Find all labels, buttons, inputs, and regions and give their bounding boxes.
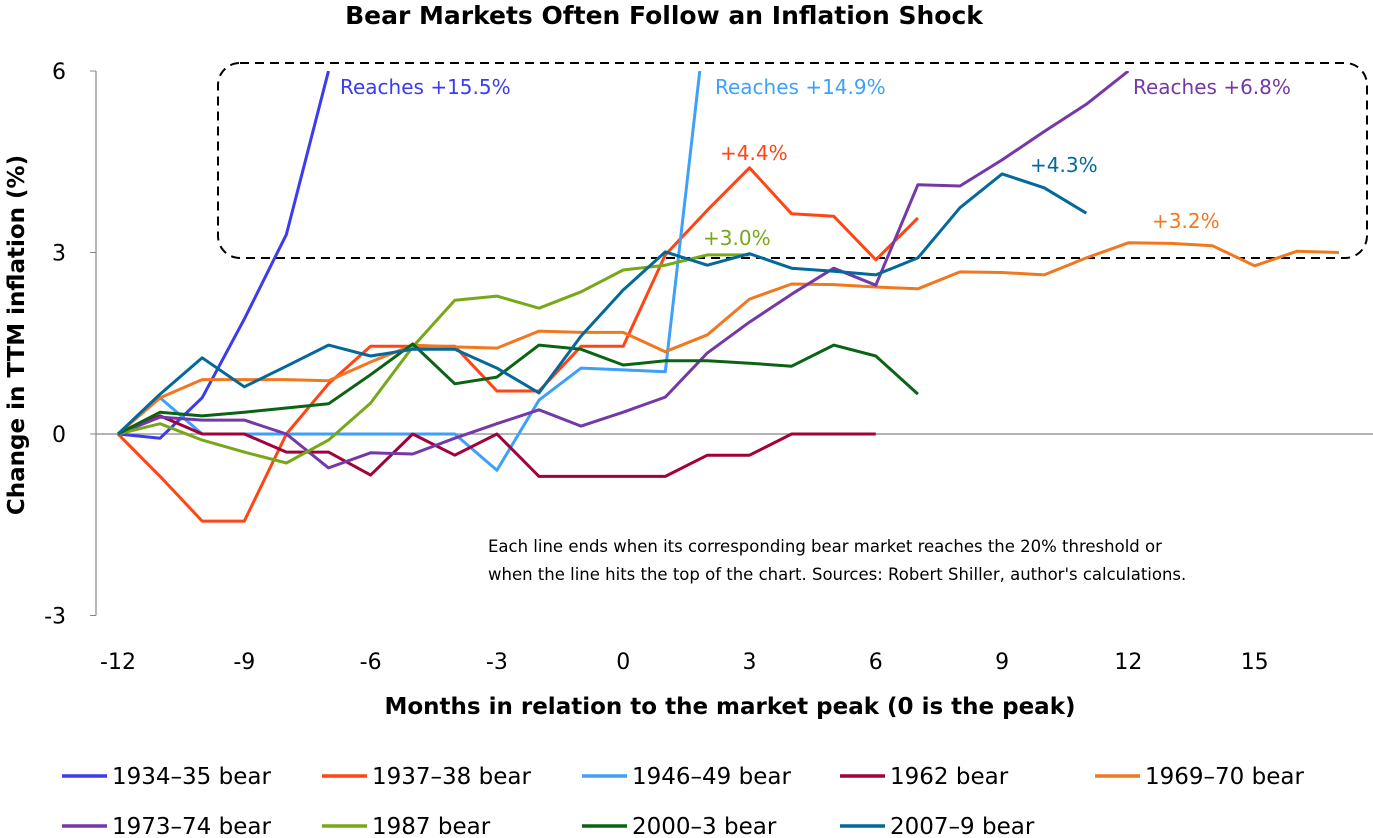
x-tick-label: -6	[360, 650, 382, 675]
legend-label: 1962 bear	[890, 764, 1009, 790]
annotation-label: +4.4%	[720, 141, 788, 165]
legend-label: 2007–9 bear	[890, 814, 1035, 838]
y-axis-label: Change in TTM inflation (%)	[4, 155, 30, 515]
x-tick-label: 12	[1114, 650, 1142, 675]
legend-item: 1946–49 bear	[582, 764, 791, 790]
legend-label: 1987 bear	[372, 814, 491, 838]
legend-label: 2000–3 bear	[632, 814, 777, 838]
x-tick-label: -9	[233, 650, 255, 675]
annotation-label: Reaches +15.5%	[340, 75, 511, 99]
x-axis-label: Months in relation to the market peak (0…	[384, 694, 1075, 720]
note-line-1: Each line ends when its corresponding be…	[488, 537, 1162, 556]
series-line-1987-bear	[117, 253, 750, 465]
legend-label: 1937–38 bear	[372, 764, 531, 790]
legend-item: 1937–38 bear	[322, 764, 531, 790]
x-tick-label: 9	[995, 650, 1009, 675]
series-line-2000-3-bear	[117, 342, 919, 436]
series-line-1973-74-bear	[117, 71, 1130, 470]
annotation-label: Reaches +14.9%	[715, 75, 886, 99]
series-line-1934-35-bear	[117, 71, 330, 440]
y-tick-label: 6	[52, 60, 66, 85]
y-tick-label: 3	[52, 242, 66, 267]
chart-title: Bear Markets Often Follow an Inflation S…	[345, 1, 984, 30]
note-line-2: when the line hits the top of the chart.…	[488, 565, 1186, 584]
legend-label: 1969–70 bear	[1145, 764, 1304, 790]
legend-label: 1973–74 bear	[112, 814, 271, 838]
y-tick-label: -3	[44, 605, 66, 630]
highlight-box	[217, 62, 1368, 259]
legend-item: 1962 bear	[840, 764, 1009, 790]
legend-label: 1934–35 bear	[112, 764, 271, 790]
legend-item: 1987 bear	[322, 814, 491, 838]
x-tick-label: 3	[743, 650, 757, 675]
legend-label: 1946–49 bear	[632, 764, 791, 790]
annotation-label: Reaches +6.8%	[1133, 75, 1291, 99]
y-tick-label: 0	[52, 423, 66, 448]
legend-item: 1934–35 bear	[62, 764, 271, 790]
series-line-1937-38-bear	[116, 166, 919, 523]
x-tick-label: 0	[616, 650, 630, 675]
annotation-label: +4.3%	[1030, 153, 1098, 177]
legend-item: 1973–74 bear	[62, 814, 271, 838]
x-tick-label: 6	[869, 650, 883, 675]
series-line-1962-bear	[117, 414, 876, 478]
series-line-1969-70-bear	[117, 241, 1339, 436]
legend-item: 2007–9 bear	[840, 814, 1035, 838]
x-tick-label: -12	[100, 650, 136, 675]
x-tick-label: -3	[486, 650, 508, 675]
series-line-2007-9-bear	[116, 172, 1088, 436]
legend-item: 2000–3 bear	[582, 814, 777, 838]
legend: 1934–35 bear 1937–38 bear 1946–49 bear 1962…	[62, 764, 1304, 838]
legend-item: 1969–70 bear	[1095, 764, 1304, 790]
annotation-label: +3.2%	[1152, 209, 1220, 233]
annotation-label: +3.0%	[703, 226, 771, 250]
x-tick-label: 15	[1241, 650, 1269, 675]
